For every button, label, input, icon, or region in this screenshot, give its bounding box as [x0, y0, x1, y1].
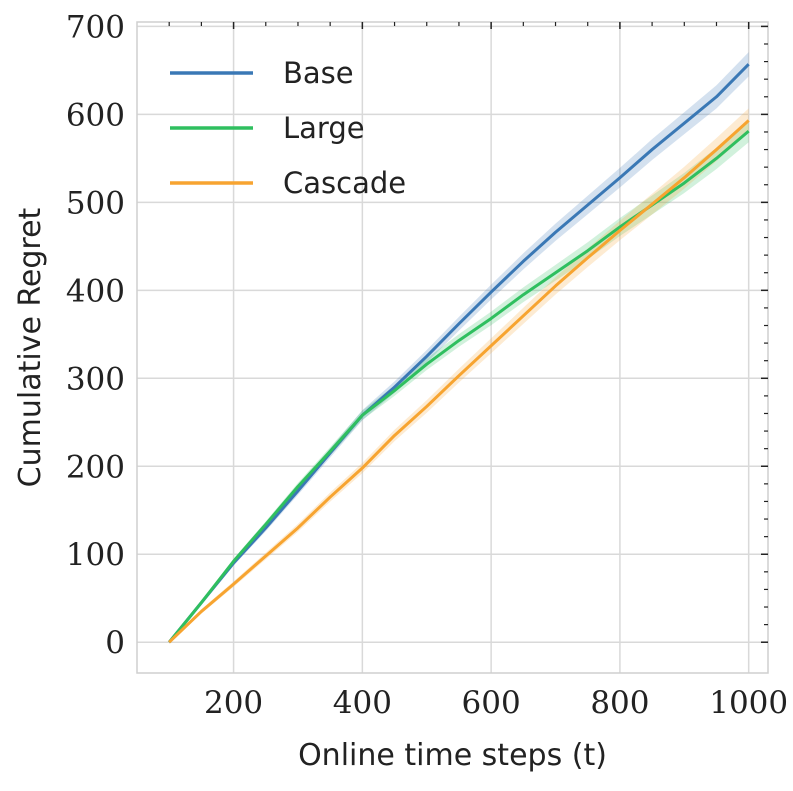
x-tick-label: 800 — [590, 685, 649, 721]
line-cascade — [168, 119, 750, 644]
x-tick-label: 1000 — [709, 685, 788, 721]
series-lines — [168, 63, 750, 644]
x-tick-labels: 200 400 600 800 1000 — [204, 685, 788, 721]
y-tick-label: 300 — [66, 361, 125, 397]
x-tick-label: 600 — [462, 685, 521, 721]
y-tick-label: 200 — [66, 449, 125, 485]
x-tick-label: 200 — [204, 685, 263, 721]
band-base — [169, 52, 749, 644]
y-tick-label: 600 — [66, 97, 125, 133]
tick-marks — [168, 22, 768, 643]
y-tick-label: 500 — [66, 185, 125, 221]
y-tick-label: 100 — [66, 537, 125, 573]
legend: Base Large Cascade — [170, 56, 406, 200]
legend-label-cascade: Cascade — [283, 166, 406, 200]
y-tick-label: 400 — [66, 273, 125, 309]
x-axis-title: Online time steps (t) — [298, 738, 607, 773]
line-base — [168, 63, 750, 644]
legend-label-base: Base — [283, 56, 354, 90]
plot-frame — [136, 21, 769, 674]
x-tick-label: 400 — [333, 685, 392, 721]
legend-label-large: Large — [283, 111, 365, 145]
y-tick-labels: 0 100 200 300 400 500 600 700 — [66, 9, 125, 661]
y-tick-label: 700 — [66, 9, 125, 45]
y-tick-label: 0 — [105, 625, 125, 661]
grid — [137, 22, 768, 673]
y-axis-title: Cumulative Regret — [13, 207, 48, 487]
